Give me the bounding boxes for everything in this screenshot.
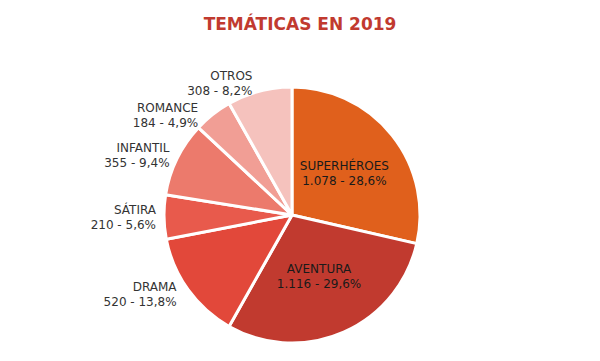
- svg-text:1.078 - 28,6%: 1.078 - 28,6%: [302, 174, 386, 188]
- svg-text:308 - 8,2%: 308 - 8,2%: [187, 84, 252, 98]
- svg-text:OTROS: OTROS: [210, 69, 252, 83]
- svg-text:1.116 - 29,6%: 1.116 - 29,6%: [277, 277, 361, 291]
- svg-text:520 - 13,8%: 520 - 13,8%: [104, 295, 177, 309]
- svg-text:INFANTIL: INFANTIL: [116, 141, 169, 155]
- svg-text:210 - 5,6%: 210 - 5,6%: [91, 218, 156, 232]
- svg-text:ROMANCE: ROMANCE: [137, 101, 198, 115]
- svg-text:DRAMA: DRAMA: [133, 280, 178, 294]
- svg-text:TEMÁTICAS EN 2019: TEMÁTICAS EN 2019: [204, 13, 397, 34]
- svg-text:SÁTIRA: SÁTIRA: [114, 202, 157, 217]
- svg-text:184 - 4,9%: 184 - 4,9%: [133, 116, 198, 130]
- svg-text:AVENTURA: AVENTURA: [287, 262, 352, 276]
- svg-text:SUPERHÉROES: SUPERHÉROES: [300, 158, 389, 173]
- svg-text:355 - 9,4%: 355 - 9,4%: [104, 156, 169, 170]
